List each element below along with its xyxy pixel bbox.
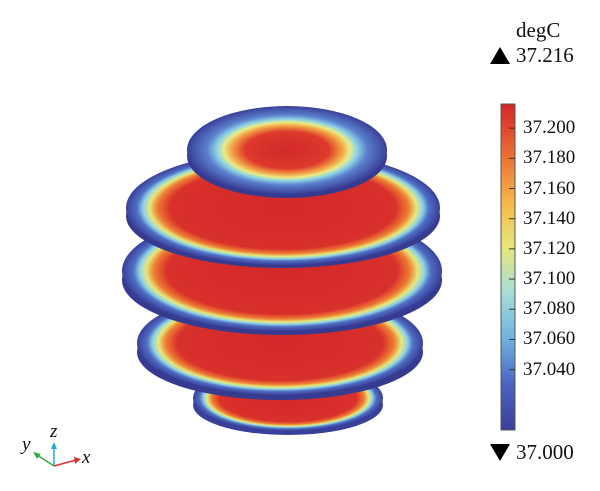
colorbar-tick-label: 37.060 [523, 328, 576, 350]
colorbar-unit: degC [516, 18, 561, 42]
colorbar-max-label: 37.216 [516, 43, 574, 67]
axis-triad [33, 442, 81, 467]
y-axis-arrow [36, 454, 55, 467]
colorbar-max: 37.216 [490, 43, 574, 68]
colorbar-tick-label: 37.100 [523, 268, 576, 290]
colorbar-tick-label: 37.180 [523, 147, 576, 169]
x-axis-label: x [82, 447, 91, 468]
x-axis-arrow [53, 459, 77, 467]
colorbar-tick-label: 37.120 [523, 237, 576, 259]
min-triangle-icon [490, 444, 510, 461]
colorbar-tick-label: 37.140 [523, 207, 576, 229]
colorbar-tick-label: 37.040 [523, 358, 576, 380]
colorbar-tick-label: 37.080 [523, 298, 576, 320]
max-triangle-icon [490, 47, 510, 64]
colorbar-min: 37.000 [490, 440, 574, 465]
colorbar [500, 103, 516, 431]
z-axis-label: z [50, 421, 58, 442]
colorbar-ticks [509, 127, 515, 371]
slice-top [187, 106, 387, 198]
y-axis-label: y [22, 434, 31, 455]
colorbar-min-label: 37.000 [516, 440, 574, 464]
colorbar-tick-label: 37.160 [523, 177, 576, 199]
colorbar-tick-label: 37.200 [523, 117, 576, 139]
